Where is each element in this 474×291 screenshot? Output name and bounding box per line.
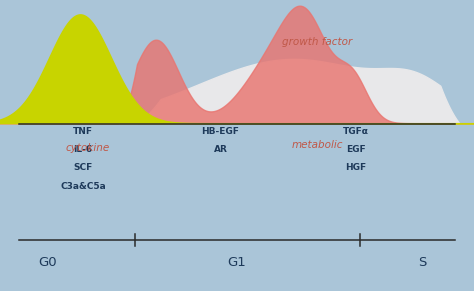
Text: EGF: EGF — [346, 145, 365, 154]
Text: IL-6: IL-6 — [73, 145, 92, 154]
Text: cytokine: cytokine — [65, 143, 110, 152]
Text: metabolic: metabolic — [292, 140, 343, 150]
Text: S: S — [418, 256, 426, 269]
Text: HGF: HGF — [345, 163, 366, 172]
Text: TNF: TNF — [73, 127, 93, 136]
Text: G0: G0 — [38, 256, 57, 269]
Text: SCF: SCF — [73, 163, 92, 172]
Text: growth factor: growth factor — [283, 37, 353, 47]
Text: AR: AR — [213, 145, 228, 154]
Text: C3a&C5a: C3a&C5a — [60, 182, 106, 191]
Text: HB-EGF: HB-EGF — [201, 127, 239, 136]
Text: TGFα: TGFα — [343, 127, 368, 136]
Text: G1: G1 — [228, 256, 246, 269]
